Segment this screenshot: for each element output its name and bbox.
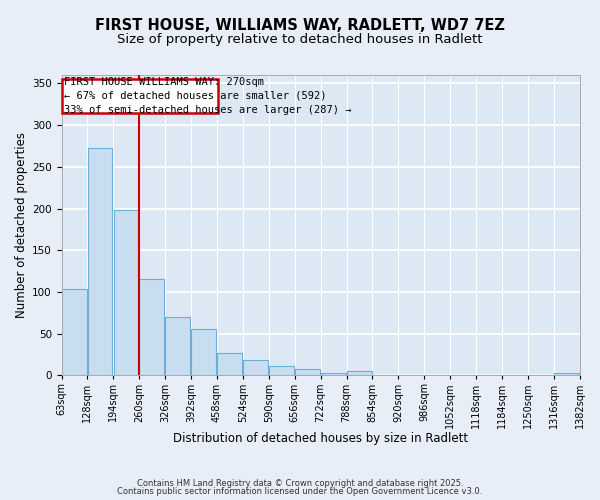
Text: Size of property relative to detached houses in Radlett: Size of property relative to detached ho… <box>117 32 483 46</box>
Bar <box>113 210 138 376</box>
Bar <box>62 79 218 112</box>
Bar <box>217 353 242 376</box>
Text: Contains HM Land Registry data © Crown copyright and database right 2025.: Contains HM Land Registry data © Crown c… <box>137 478 463 488</box>
Text: Contains public sector information licensed under the Open Government Licence v3: Contains public sector information licen… <box>118 487 482 496</box>
Bar <box>347 371 372 376</box>
Bar <box>191 328 216 376</box>
Bar <box>425 374 449 376</box>
Bar <box>269 366 294 376</box>
Bar <box>476 374 502 376</box>
Bar <box>62 290 87 376</box>
Bar <box>399 374 424 376</box>
Bar <box>295 368 320 376</box>
Bar <box>88 148 112 376</box>
Text: FIRST HOUSE, WILLIAMS WAY, RADLETT, WD7 7EZ: FIRST HOUSE, WILLIAMS WAY, RADLETT, WD7 … <box>95 18 505 32</box>
Bar <box>321 373 346 376</box>
Bar <box>373 374 398 376</box>
Bar <box>554 373 579 376</box>
Bar <box>166 317 190 376</box>
X-axis label: Distribution of detached houses by size in Radlett: Distribution of detached houses by size … <box>173 432 469 445</box>
Text: FIRST HOUSE WILLIAMS WAY: 270sqm
← 67% of detached houses are smaller (592)
33% : FIRST HOUSE WILLIAMS WAY: 270sqm ← 67% o… <box>64 77 351 115</box>
Y-axis label: Number of detached properties: Number of detached properties <box>15 132 28 318</box>
Bar <box>243 360 268 376</box>
Bar <box>139 278 164 376</box>
